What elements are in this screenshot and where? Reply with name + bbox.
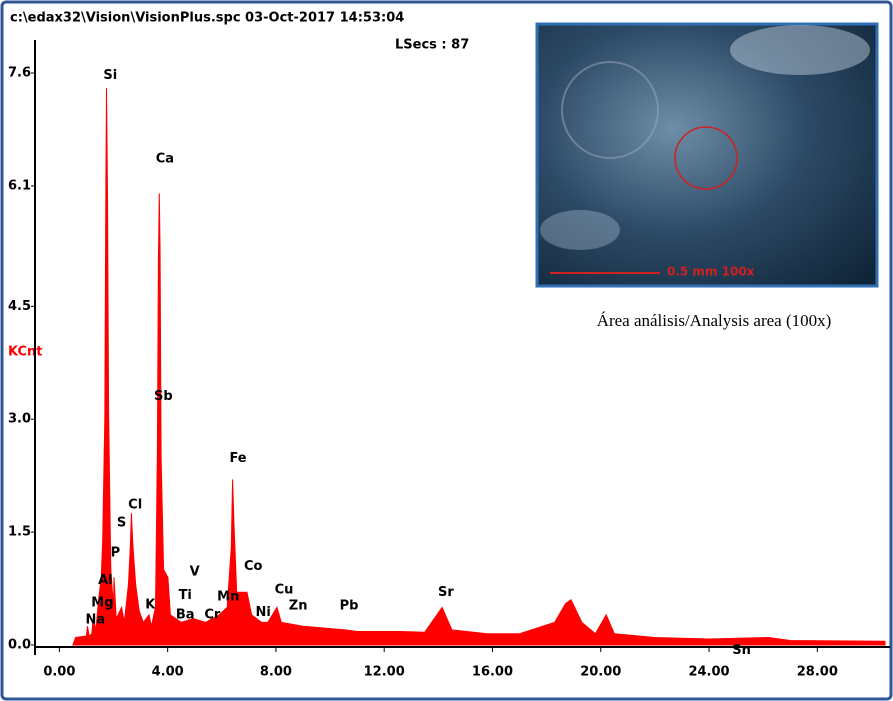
x-tick-label: 8.00: [260, 665, 292, 680]
inset: 0.5 mm 100x: [535, 22, 879, 288]
peak-label: Pb: [340, 598, 359, 613]
peak-label: Cr: [204, 607, 221, 622]
y-tick-label: 4.5: [8, 299, 31, 314]
peak-label: Ca: [156, 151, 174, 166]
peak-label: Mn: [217, 589, 239, 604]
y-tick-label: 6.1: [8, 178, 31, 193]
inset-shape: [730, 25, 870, 75]
x-tick-label: 12.00: [364, 665, 405, 680]
x-tick-label: 0.00: [43, 665, 75, 680]
inset-scale-label: 0.5 mm 100x: [667, 265, 755, 279]
chart-title: c:\edax32\Vision\VisionPlus.spc 03-Oct-2…: [10, 11, 404, 26]
peak-label: P: [111, 546, 121, 561]
chart-subtitle: LSecs : 87: [395, 38, 469, 53]
peak-label: Ni: [256, 605, 271, 620]
peak-label: Sb: [154, 389, 173, 404]
peak-label: Na: [86, 613, 106, 628]
peak-label: Zn: [289, 598, 308, 613]
y-tick-label: 3.0: [8, 412, 31, 427]
peak-label: Cu: [275, 583, 294, 598]
y-tick-label: 7.6: [8, 66, 31, 81]
peak-label: K: [145, 598, 156, 613]
y-axis-label: KCnt: [8, 345, 43, 360]
peak-label: V: [190, 564, 200, 579]
x-tick-label: 24.00: [688, 665, 729, 680]
peak-label: Al: [98, 573, 113, 588]
peak-label: Co: [244, 559, 263, 574]
inset-circle: [674, 126, 738, 190]
x-tick-label: 16.00: [472, 665, 513, 680]
inset-caption: Área análisis/Analysis area (100x): [597, 311, 832, 330]
peak-label: Mg: [91, 595, 113, 610]
inset-shape: [561, 61, 659, 159]
peak-label: Si: [103, 68, 117, 83]
peak-label: Cl: [128, 498, 142, 513]
peak-label: Fe: [229, 451, 246, 466]
x-tick-label: 20.00: [580, 665, 621, 680]
spectrum-area: [72, 88, 886, 646]
y-tick-label: 0.0: [8, 638, 31, 653]
x-tick-label: 28.00: [797, 665, 838, 680]
peak-label: Ba: [176, 607, 195, 622]
inset-shape: [540, 210, 620, 250]
peak-label: Sn: [732, 643, 751, 658]
y-tick-label: 1.5: [8, 525, 31, 540]
peak-label: Sr: [438, 585, 454, 600]
peak-label: S: [117, 516, 126, 531]
x-tick-label: 4.00: [152, 665, 184, 680]
peak-label: Ti: [179, 588, 192, 603]
